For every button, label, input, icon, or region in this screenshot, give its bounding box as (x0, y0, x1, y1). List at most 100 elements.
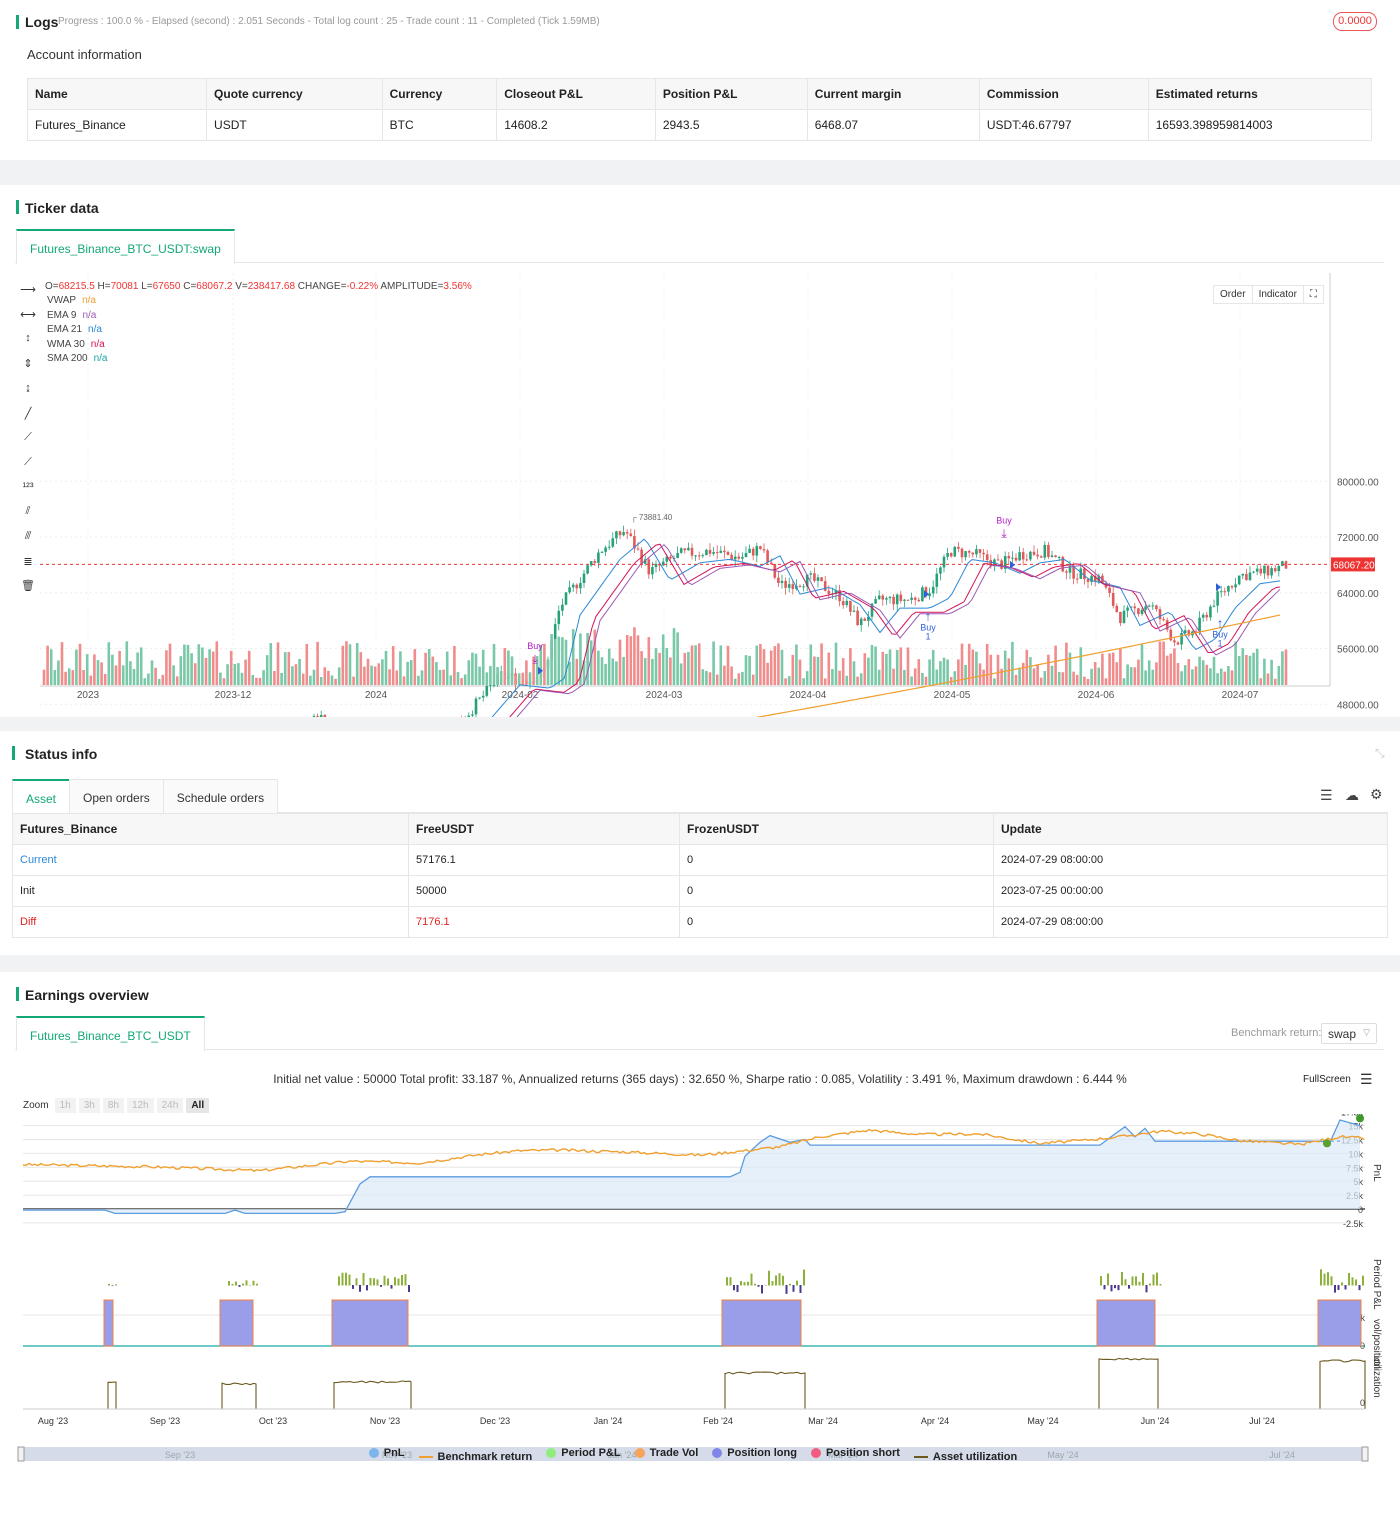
segment-icon[interactable]: ⟋ (24, 455, 32, 468)
benchmark-select[interactable]: swap ▽ (1321, 1023, 1377, 1044)
number-label-icon[interactable]: ¹²³ (22, 480, 34, 493)
volume-bar (1277, 665, 1281, 685)
fullscreen-button[interactable]: FullScreen (1303, 1074, 1351, 1085)
period-pnl-bar (1355, 1279, 1357, 1286)
legend-item-asset-utilization[interactable]: Asset utilization (913, 1451, 1017, 1463)
tab-earnings-symbol[interactable]: Futures_Binance_BTC_USDT (16, 1016, 205, 1051)
parallel-channel-icon[interactable]: ⫽ (25, 505, 31, 518)
arrow-icon[interactable]: ↨ (25, 381, 31, 394)
asset-header-cell: Futures_Binance (12, 813, 409, 845)
volume-bar (1252, 652, 1255, 685)
crosshair-icon[interactable]: ⟶ (20, 284, 36, 296)
volume-bar (395, 670, 399, 685)
legend-item-pnl[interactable]: PnL (368, 1447, 405, 1459)
tab-ticker-symbol[interactable]: Futures_Binance_BTC_USDT:swap (16, 229, 235, 264)
order-button[interactable]: Order (1213, 285, 1253, 304)
volume-bar (1266, 673, 1270, 685)
settings-gear-icon[interactable]: ⚙ (1370, 786, 1383, 802)
zoom-8h-button[interactable]: 8h (102, 1098, 124, 1113)
legend-item-position-long[interactable]: Position long (712, 1447, 797, 1459)
candle-body (481, 695, 485, 698)
volume-bar (1191, 669, 1194, 685)
zoom-1h-button[interactable]: 1h (54, 1098, 76, 1113)
indicator-value: n/a (82, 295, 96, 306)
trend-line-icon[interactable]: ╱ (24, 407, 32, 420)
volume-bar (791, 654, 795, 685)
vertical-range-icon[interactable]: ⇕ (23, 358, 33, 371)
list-icon[interactable]: ☰ (1320, 787, 1333, 803)
zoom-controls: Zoom 1h 3h 8h 12h 24h All (23, 1098, 212, 1113)
pnl-axis-label: -2.5k (1343, 1219, 1364, 1229)
horizontal-line-icon[interactable]: ⟷ (20, 308, 36, 321)
volume-bar (186, 644, 190, 685)
volume-bar (377, 663, 381, 685)
legend-item-benchmark-return[interactable]: Benchmark return (418, 1451, 532, 1463)
volume-bar (265, 655, 269, 685)
volume-bar (1263, 658, 1266, 685)
ray-icon[interactable]: ⟋ (24, 431, 32, 444)
volume-bar (1093, 661, 1097, 685)
zoom-12h-button[interactable]: 12h (126, 1098, 154, 1113)
candle-body (917, 599, 921, 602)
period-pnl-bar (726, 1277, 728, 1286)
candle-body (643, 559, 647, 564)
account-value-cell: Futures_Binance (26, 109, 208, 141)
sma200-line (755, 614, 1281, 717)
volume-bar (373, 666, 377, 685)
range-navigator[interactable] (20, 1447, 1368, 1461)
tab-schedule-orders[interactable]: Schedule orders (162, 779, 279, 815)
zoom-3h-button[interactable]: 3h (78, 1098, 100, 1113)
earnings-chart[interactable]: 17.5k15k12.5k10k7.5k5k2.5k0-2.5kPnL-4kPe… (0, 1114, 1400, 1514)
fib-levels-icon[interactable]: ≣ (23, 555, 33, 568)
candlestick-chart[interactable]: 80000.00 72000.00 64000.00 56000.00 48000.00… (0, 270, 1400, 717)
legend-item-trade-vol[interactable]: Trade Vol (634, 1447, 698, 1459)
period-pnl-bar (1117, 1285, 1120, 1291)
pitchfork-icon[interactable]: ⫻ (24, 530, 32, 542)
period-pnl-bar (228, 1281, 230, 1286)
volume-bar (1155, 662, 1158, 685)
volume-bar (985, 644, 989, 685)
volume-bar (957, 659, 960, 685)
candle-body (888, 596, 892, 599)
period-pnl-bar (1341, 1282, 1343, 1286)
tab-open-orders[interactable]: Open orders (69, 779, 164, 815)
buy-signal-count: 1 (925, 632, 930, 642)
expand-icon[interactable]: ⛶ (1303, 285, 1324, 304)
account-header-cell: Closeout P&L (496, 78, 656, 110)
collapse-icon[interactable]: ⤡ (1375, 746, 1385, 760)
vertical-line-icon[interactable]: ↕ (25, 332, 31, 345)
time-axis-label: 2024-06 (1078, 690, 1115, 701)
period-pnl-bar (778, 1273, 781, 1286)
candle-body (953, 546, 957, 557)
zoom-24h-button[interactable]: 24h (156, 1098, 184, 1113)
volume-bar (917, 659, 921, 685)
candle-body (712, 552, 715, 554)
candle-body (942, 556, 946, 568)
legend-item-period-p-l[interactable]: Period P&L (546, 1447, 621, 1459)
indicator-row: WMA 30 n/a (47, 338, 108, 353)
volume-bar (640, 651, 643, 685)
position-marker (1010, 560, 1015, 569)
volume-bar (406, 661, 409, 685)
progress-line: Progress : 100.0 % - Elapsed (second) : … (58, 16, 600, 27)
period-pnl-bar (111, 1285, 114, 1286)
period-pnl-bar (743, 1282, 746, 1286)
candle-body (1047, 544, 1050, 557)
time-axis-label: 2024-02 (502, 690, 539, 701)
legend-item-position-short[interactable]: Position short (810, 1447, 900, 1459)
indicator-button[interactable]: Indicator (1252, 285, 1304, 304)
volume-bar (193, 663, 197, 685)
candle-body (791, 584, 795, 590)
util-zero-label: 0 (1360, 1398, 1365, 1408)
trash-icon[interactable]: 🗑 (21, 580, 35, 593)
volume-bar (1057, 671, 1061, 685)
logs-panel: Logs Progress : 100.0 % - Elapsed (secon… (0, 0, 1400, 160)
volume-bar (881, 651, 885, 685)
zoom-All-button[interactable]: All (186, 1098, 210, 1113)
period-pnl-bar (775, 1275, 777, 1286)
tab-asset[interactable]: Asset (12, 779, 71, 815)
chart-menu-icon[interactable]: ☰ (1360, 1071, 1373, 1087)
cloud-download-icon[interactable]: ☁ (1345, 787, 1359, 803)
volume-bar (154, 667, 157, 685)
candle-body (1029, 551, 1032, 560)
